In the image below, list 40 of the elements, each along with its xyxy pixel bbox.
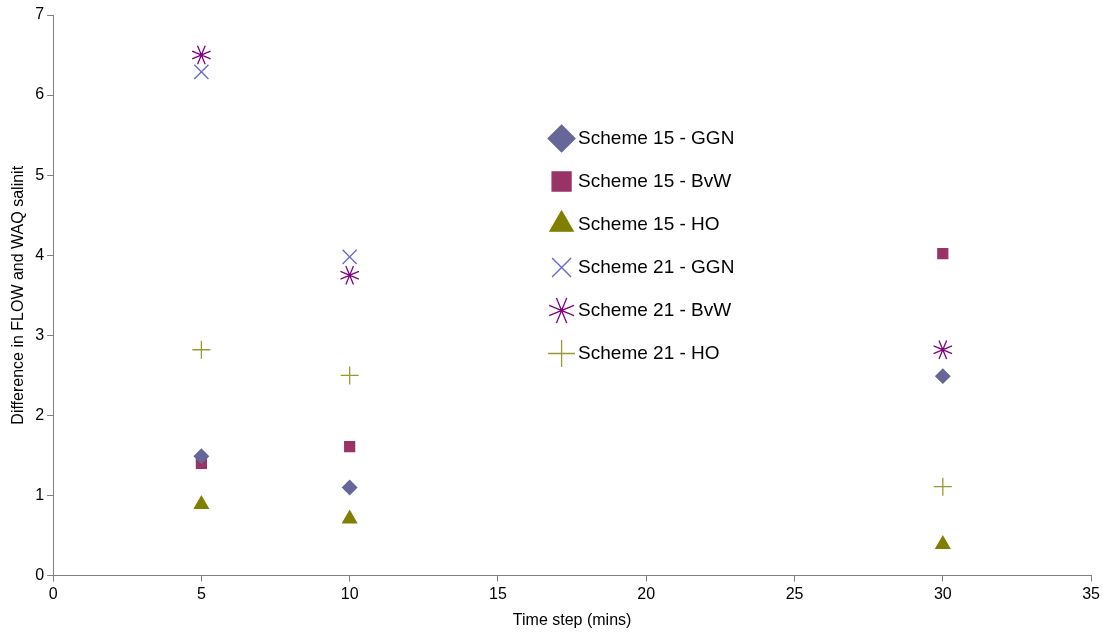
x-tick-label: 0 bbox=[48, 584, 58, 602]
point bbox=[933, 477, 953, 497]
legend-label: Scheme 15 - HO bbox=[578, 212, 720, 234]
point bbox=[191, 340, 212, 360]
y-tick-label: 7 bbox=[35, 5, 45, 23]
y-tick-label: 0 bbox=[35, 566, 45, 584]
x-tick-label: 35 bbox=[1082, 584, 1101, 602]
point bbox=[932, 339, 953, 360]
x-tick-label: 30 bbox=[933, 584, 952, 602]
point bbox=[193, 495, 209, 509]
y-tick-label: 6 bbox=[35, 85, 45, 103]
legend-label: Scheme 21 - HO bbox=[578, 341, 720, 363]
y-tick-label: 4 bbox=[35, 245, 45, 263]
x-tick-label: 10 bbox=[340, 584, 359, 602]
x-axis-title: Time step (mins) bbox=[512, 610, 632, 628]
point bbox=[339, 265, 360, 286]
legend-label: Scheme 21 - GGN bbox=[578, 255, 735, 277]
y-axis-title: Difference in FLOW and WAQ salinit bbox=[9, 165, 27, 425]
legend-label: Scheme 15 - BvW bbox=[578, 169, 732, 191]
point bbox=[341, 249, 358, 265]
point bbox=[193, 64, 210, 80]
point bbox=[344, 441, 356, 453]
point bbox=[193, 448, 210, 464]
point bbox=[342, 479, 358, 496]
point bbox=[937, 248, 949, 260]
legend-label: Scheme 15 - GGN bbox=[578, 126, 735, 148]
y-tick-label: 3 bbox=[35, 325, 45, 343]
x-tick-label: 15 bbox=[489, 584, 507, 602]
point bbox=[935, 368, 951, 384]
y-tick-label: 1 bbox=[35, 485, 45, 503]
x-tick-label: 20 bbox=[637, 584, 656, 602]
point bbox=[340, 365, 360, 386]
x-tick-label: 25 bbox=[785, 584, 804, 602]
legend-label: Scheme 21 - BvW bbox=[578, 298, 732, 320]
point bbox=[191, 45, 212, 65]
point bbox=[935, 535, 951, 550]
y-tick-label: 2 bbox=[35, 405, 45, 423]
y-tick-label: 5 bbox=[35, 165, 45, 183]
point bbox=[342, 510, 358, 524]
x-tick-label: 5 bbox=[196, 584, 206, 602]
